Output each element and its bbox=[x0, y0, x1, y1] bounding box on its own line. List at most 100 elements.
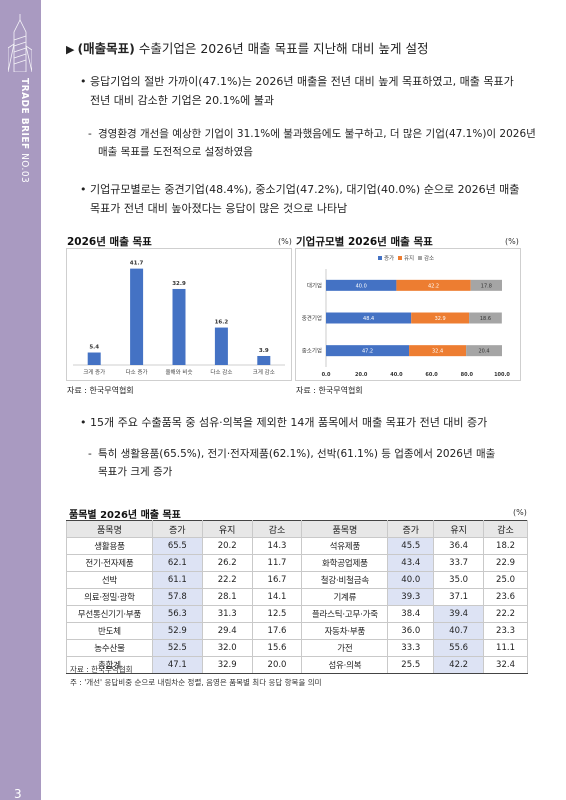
chart1-bar bbox=[130, 268, 144, 365]
chart2-legend-swatch bbox=[378, 256, 382, 260]
value-cell: 23.3 bbox=[483, 622, 528, 640]
chart2-data-label: 18.6 bbox=[480, 316, 491, 322]
value-cell: 38.4 bbox=[387, 605, 435, 623]
dash-1: - 경영환경 개선을 예상한 기업이 31.1%에 불과했음에도 불구하고, 더… bbox=[88, 125, 536, 161]
chart1-category-label: 다소 증가 bbox=[126, 368, 148, 376]
chart2-source: 자료 : 한국무역협회 bbox=[296, 386, 363, 395]
table-body: 생활용품 65.5 20.2 14.3 석유제품 45.5 36.4 18.2 전기·전자제품 6… bbox=[66, 537, 528, 674]
dash-1-line1: 경영환경 개선을 예상한 기업이 31.1%에 불과했음에도 불구하고, 더 많… bbox=[98, 128, 536, 140]
item-name-cell: 반도체 bbox=[66, 622, 153, 640]
value-cell: 12.5 bbox=[251, 605, 303, 623]
bullet-marker: • bbox=[80, 75, 87, 88]
table-row: 반도체 52.9 29.4 17.6 자동차·부품 36.0 40.7 23.3 bbox=[66, 622, 528, 640]
value-cell: 39.4 bbox=[433, 605, 485, 623]
item-name-cell: 전기·전자제품 bbox=[66, 554, 153, 572]
value-cell: 14.3 bbox=[251, 537, 303, 555]
chart2-segment bbox=[396, 279, 471, 291]
table-row: 의료·정밀·광학 57.8 28.1 14.1 기계류 39.3 37.1 23.6 bbox=[66, 588, 528, 606]
value-cell: 40.7 bbox=[433, 622, 485, 640]
chart2-category-label: 대기업 bbox=[307, 281, 322, 289]
dash-2-line2: 목표가 크게 증가 bbox=[98, 466, 173, 478]
item-name-cell: 석유제품 bbox=[301, 537, 389, 555]
chart2-legend-swatch bbox=[398, 256, 402, 260]
table-header-cell: 감소 bbox=[251, 520, 303, 538]
value-cell: 35.0 bbox=[433, 571, 485, 589]
bullet-marker: • bbox=[80, 416, 87, 429]
chart2-data-label: 32.4 bbox=[432, 349, 443, 355]
item-name-cell: 섬유·의복 bbox=[301, 656, 389, 674]
chart2-data-label: 32.9 bbox=[435, 316, 446, 322]
value-cell: 11.7 bbox=[251, 554, 303, 572]
item-name-cell: 플라스틱·고무·가죽 bbox=[301, 605, 389, 623]
chart1-category-label: 다소 감소 bbox=[210, 368, 232, 376]
value-cell: 33.7 bbox=[433, 554, 485, 572]
chart2-segment bbox=[409, 345, 467, 357]
section-heading: ▶ (매출목표) 수출기업은 2026년 매출 목표를 지난해 대비 높게 설정 bbox=[66, 38, 429, 57]
chart1-category-label: 크게 증가 bbox=[83, 368, 105, 376]
chart2-legend-label: 감소 bbox=[424, 255, 434, 262]
chart2-data-label: 42.2 bbox=[428, 283, 439, 289]
chart1-title: 2026년 매출 목표 bbox=[67, 236, 152, 248]
page-number: 3 bbox=[14, 787, 22, 800]
item-name-cell: 생활용품 bbox=[66, 537, 153, 555]
value-cell: 45.5 bbox=[387, 537, 435, 555]
dash-marker: - bbox=[88, 128, 92, 140]
value-cell: 11.1 bbox=[483, 639, 528, 657]
heading-label: (매출목표) bbox=[77, 41, 135, 56]
value-cell: 32.0 bbox=[201, 639, 253, 657]
bullet-1-line2: 전년 대비 감소한 기업은 20.1%에 불과 bbox=[90, 94, 274, 107]
dash-2: - 특히 생활용품(65.5%), 전기·전자제품(62.1%), 선박(61.… bbox=[88, 445, 536, 481]
item-name-cell: 의료·정밀·광학 bbox=[66, 588, 153, 606]
chart2-tick-label: 60.0 bbox=[425, 372, 438, 378]
value-cell: 25.0 bbox=[483, 571, 528, 589]
item-name-cell: 농수산물 bbox=[66, 639, 153, 657]
dash-2-line1: 특히 생활용품(65.5%), 전기·전자제품(62.1%), 선박(61.1%… bbox=[98, 448, 496, 460]
value-cell: 20.2 bbox=[201, 537, 253, 555]
chart1-data-label: 5.4 bbox=[89, 345, 99, 351]
value-cell: 31.3 bbox=[201, 605, 253, 623]
table-row: 무선통신기기·부품 56.3 31.3 12.5 플라스틱·고무·가죽 38.4 39.4 2… bbox=[66, 605, 528, 623]
bullet-2: • 기업규모별로는 중견기업(48.4%), 중소기업(47.2%), 대기업(… bbox=[80, 180, 535, 218]
value-cell: 29.4 bbox=[201, 622, 253, 640]
chart1-category-label: 크게 감소 bbox=[253, 368, 275, 376]
brand-vertical: TRADE BRIEF NO.03 bbox=[19, 78, 30, 184]
item-name-cell: 무선통신기기·부품 bbox=[66, 605, 153, 623]
chart1-data-label: 41.7 bbox=[130, 261, 144, 267]
chart1-data-label: 32.9 bbox=[172, 281, 186, 287]
bullet-1-line1: 응답기업의 절반 가까이(47.1%)는 2026년 매출을 전년 대비 높게 … bbox=[90, 75, 514, 88]
item-name-cell: 자동차·부품 bbox=[301, 622, 389, 640]
chart2-legend-label: 유지 bbox=[404, 254, 414, 262]
chart2-tick-label: 20.0 bbox=[355, 372, 368, 378]
chart2-segment bbox=[326, 279, 397, 291]
table-row: 농수산물 52.5 32.0 15.6 가전 33.3 55.6 11.1 bbox=[66, 639, 528, 657]
chart2-box: 증가 유지 감소 0.0 20.0 40.0 60.0 80.0 100.0 대기업 40.0 42.… bbox=[295, 248, 521, 381]
value-cell: 32.4 bbox=[483, 656, 528, 674]
heading-text: 수출기업은 2026년 매출 목표를 지난해 대비 높게 설정 bbox=[134, 41, 429, 56]
chart2-tick-label: 40.0 bbox=[390, 372, 403, 378]
chart2-data-label: 20.4 bbox=[478, 349, 489, 355]
chart1-data-label: 3.9 bbox=[259, 348, 269, 354]
chart2-data-label: 17.8 bbox=[481, 283, 492, 289]
chart1-box: 5.4 크게 증가 41.7 다소 증가 32.9 올해와 비슷 16.2 다소 감소 3.9 크… bbox=[66, 248, 292, 381]
bullet-3-line1: 15개 주요 수출품목 중 섬유·의복을 제외한 14개 품목에서 매출 목표가… bbox=[90, 416, 488, 429]
triangle-marker: ▶ bbox=[66, 43, 75, 56]
chart2-legend-swatch bbox=[418, 256, 422, 260]
value-cell: 47.1 bbox=[151, 656, 203, 674]
value-cell: 22.2 bbox=[201, 571, 253, 589]
table-header-cell: 유지 bbox=[201, 520, 253, 538]
building-icon bbox=[8, 14, 32, 72]
chart2-tick-label: 100.0 bbox=[494, 372, 510, 378]
item-name-cell: 기계류 bbox=[301, 588, 389, 606]
sidebar: TRADE BRIEF NO.03 bbox=[0, 0, 41, 800]
value-cell: 15.6 bbox=[251, 639, 303, 657]
chart1-bar bbox=[172, 288, 186, 365]
chart2-segment bbox=[470, 279, 502, 291]
table-row: 선박 61.1 22.2 16.7 철강·비철금속 40.0 35.0 25.0 bbox=[66, 571, 528, 589]
chart2-segment bbox=[411, 312, 470, 324]
value-cell: 56.3 bbox=[151, 605, 203, 623]
chart2-tick-label: 80.0 bbox=[461, 372, 474, 378]
table-header-row: 품목명 증가 유지 감소 품목명 증가 유지 감소 bbox=[66, 520, 528, 538]
table-header-cell: 증가 bbox=[387, 520, 435, 538]
value-cell: 32.9 bbox=[201, 656, 253, 674]
bullet-2-line1: 기업규모별로는 중견기업(48.4%), 중소기업(47.2%), 대기업(40… bbox=[90, 183, 520, 196]
